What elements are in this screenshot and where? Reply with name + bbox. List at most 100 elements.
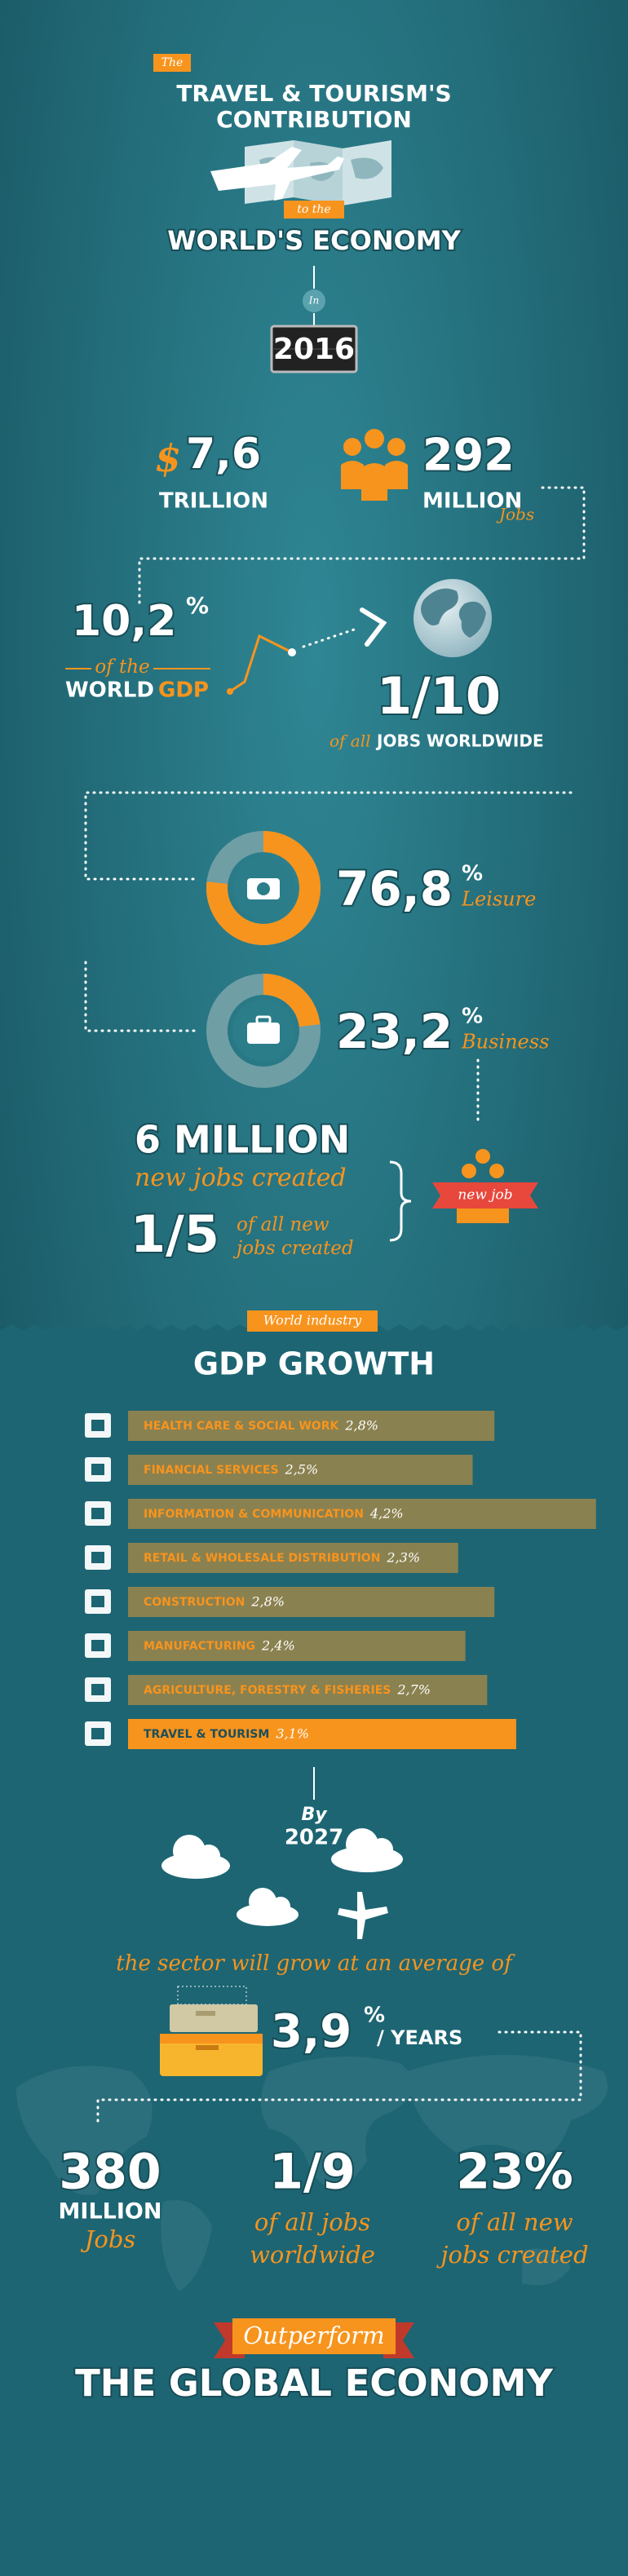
trend-line [229,634,293,693]
title: TRAVEL & TOURISM'S [176,80,451,107]
ribbon-text: new job [458,1187,512,1204]
share-value: 76,8 [336,861,453,917]
industry-icon-glyph [91,1464,104,1475]
bar-label: HEALTH CARE & SOCIAL WORK [144,1420,339,1433]
forecast-sentence: the sector will grow at an average of [116,1951,515,1976]
stat-note: of all new [456,2208,573,2236]
tag-text: The [161,56,184,69]
suitcases [160,1986,263,2076]
bar [128,1631,466,1661]
donut-arc [263,974,321,1027]
industry-icon-glyph [91,1640,104,1651]
jobs-share: 1/10 [377,666,501,726]
bar-label: AGRICULTURE, FORESTRY & FISHERIES [144,1684,391,1697]
people-icon [341,429,408,501]
bar-value: 2,5% [285,1462,319,1478]
gdp-share: 10,2 [72,597,176,646]
industry-icon-glyph [91,1684,104,1695]
bar-value: 2,7% [396,1682,431,1698]
bar-label: CONSTRUCTION [144,1596,245,1609]
new-jobs-fraction: 1/5 [130,1204,219,1264]
year: 2016 [273,333,355,366]
new-jobs-amount: 6 MILLION [135,1118,350,1162]
stat-value: 380 [59,2144,161,2201]
rate-value: 3,9 [271,2005,352,2058]
tag-text: World industry [263,1313,362,1328]
rate-label: / YEARS [377,2026,462,2049]
jobs-note: Jobs [496,505,534,524]
badge [303,289,325,312]
bar-value: 2,8% [250,1594,285,1610]
gdp-unit: TRILLION [159,489,268,514]
arrow-head [360,608,387,647]
jobs-label: JOBS WORLDWIDE [375,731,544,751]
stat-note: of all jobs [254,2208,370,2236]
world-label: WORLD [65,678,154,703]
stat-value: 23% [456,2144,573,2201]
new-jobs-note: of all new [237,1214,329,1235]
briefcase-icon [247,1023,280,1044]
donuts [206,831,321,1088]
stat-note: jobs created [436,2241,588,2269]
stat-note: worldwide [250,2241,375,2269]
bar [128,1587,495,1617]
share-unit: % [462,862,483,886]
by: By [301,1805,328,1825]
new-jobs-caption: new jobs created [135,1164,347,1192]
industry-icon-glyph [91,1596,104,1607]
bar-label: TRAVEL & TOURISM [144,1728,269,1741]
subtitle: WORLD'S ECONOMY [167,225,461,256]
industry-icon-glyph [91,1420,104,1431]
bar-list: HEALTH CARE & SOCIAL WORK 2,8% FINANCIAL S… [85,1411,596,1749]
bar-value: 4,2% [369,1506,404,1522]
dotted-line [96,2030,582,2126]
bar [128,1675,488,1705]
title: CONTRIBUTION [216,106,412,133]
bar [128,1499,596,1529]
ribbon [232,2318,396,2354]
jobs-value: 292 [422,430,515,481]
bar [128,1411,495,1441]
dot [227,688,233,695]
dotted-line [84,791,573,881]
share-value: 23,2 [336,1004,453,1059]
camera-lens [257,882,270,895]
tag-text: to the [297,203,330,216]
gdp-share-unit: % [186,592,209,619]
bar-label: MANUFACTURING [144,1640,255,1653]
donut-arc [206,831,321,945]
bar-label: INFORMATION & COMMUNICATION [144,1508,364,1521]
clouds [161,1828,403,1939]
bar-label: RETAIL & WHOLESALE DISTRIBUTION [144,1552,380,1565]
industry-icon-glyph [91,1552,104,1563]
ribbon-text: Outperform [243,2322,384,2349]
currency: $ [155,436,181,480]
section-title: GDP GROWTH [193,1346,435,1382]
jobs-unit: MILLION [422,489,522,514]
share-unit: % [462,1005,483,1029]
briefcase-handle [255,1015,272,1025]
gdp-label: GDP [158,678,209,703]
globe [414,579,492,657]
jobs-prefix: of all [329,731,371,751]
tag [247,1310,378,1332]
stat-unit: MILLION [59,2199,162,2225]
tag [153,54,191,72]
closing-title: THE GLOBAL ECONOMY [75,2362,554,2405]
share-name: Leisure [461,888,536,911]
new-jobs-note: jobs created [232,1238,354,1259]
stat-note: Jobs [81,2225,136,2253]
bar-value: 3,1% [276,1726,309,1742]
rate-unit: % [364,2004,385,2028]
forecast-year: 2027 [285,1826,343,1850]
tag [284,201,344,219]
bar-value: 2,4% [261,1638,295,1654]
of-the: of the [95,656,149,678]
bar [128,1543,458,1573]
share-name: Business [461,1031,549,1054]
gdp-value: 7,6 [186,430,261,479]
bar-value: 2,3% [386,1550,420,1566]
